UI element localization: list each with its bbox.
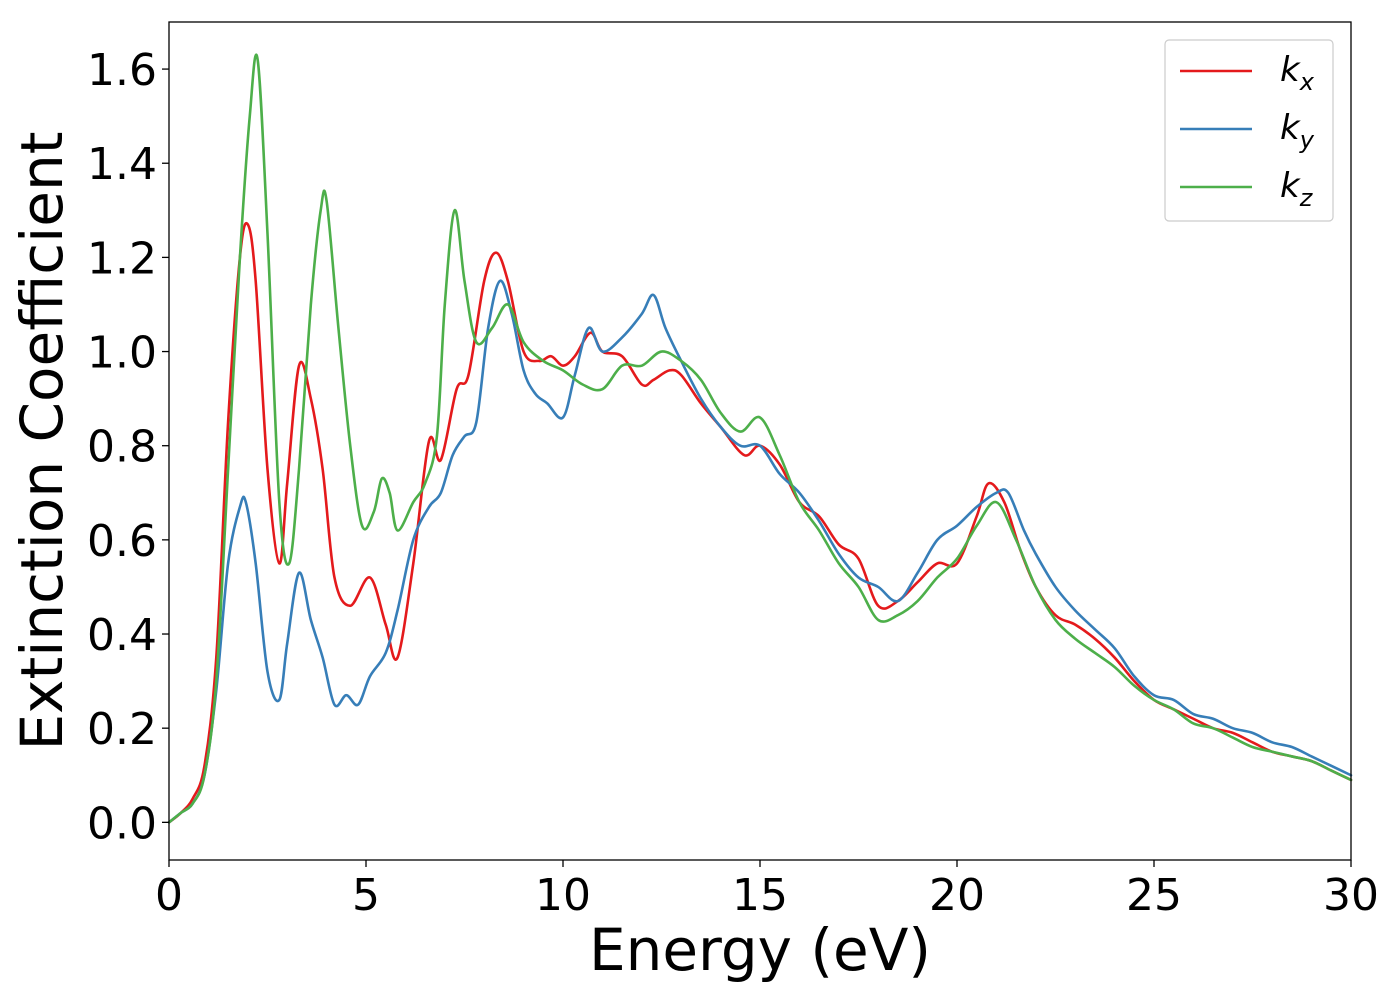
x-tick-label: 15: [732, 870, 788, 921]
x-tick-label: 25: [1126, 870, 1182, 921]
y-tick-label: 1.0: [87, 328, 157, 379]
x-tick-label: 10: [535, 870, 591, 921]
y-axis-ticks: 0.0 0.2 0.4 0.6 0.8 1.0 1.2 1.4 1.6: [87, 45, 169, 849]
series-line-x: [167, 221, 1353, 824]
x-axis-ticks: 0 5 10 15 20 25 30: [155, 860, 1379, 921]
x-tick-label: 20: [929, 870, 985, 921]
series-line-y: [167, 279, 1353, 824]
x-axis-title: Energy (eV): [589, 916, 931, 984]
legend-label-subscript: y: [1299, 126, 1315, 154]
y-tick-label: 1.6: [87, 45, 157, 96]
y-axis-title: Extinction Coefficient: [8, 132, 76, 751]
legend-box: [1164, 39, 1334, 222]
x-tick-label: 0: [155, 870, 183, 921]
legend-label-subscript: x: [1299, 68, 1315, 96]
y-tick-label: 1.4: [87, 139, 157, 190]
legend-label-subscript: z: [1299, 184, 1314, 212]
series-line-z: [167, 53, 1353, 824]
y-tick-label: 0.6: [87, 516, 157, 567]
y-tick-label: 0.2: [87, 704, 157, 755]
x-tick-label: 5: [352, 870, 380, 921]
y-tick-label: 0.0: [87, 798, 157, 849]
y-tick-label: 0.4: [87, 610, 157, 661]
x-tick-label: 30: [1323, 870, 1379, 921]
series-layer: [167, 53, 1353, 824]
y-tick-label: 0.8: [87, 422, 157, 473]
y-tick-label: 1.2: [87, 233, 157, 284]
